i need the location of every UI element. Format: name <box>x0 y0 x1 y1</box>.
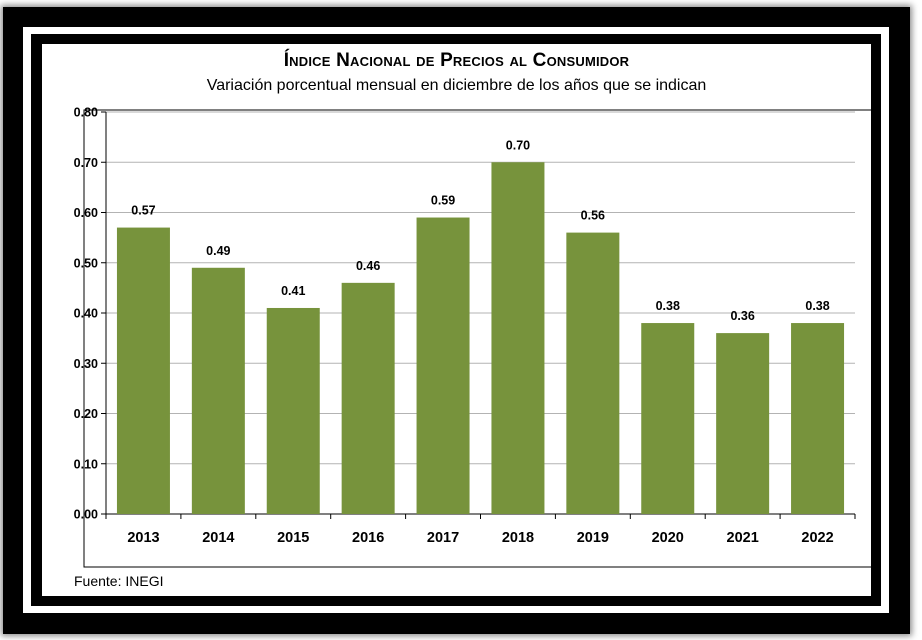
bar <box>116 227 170 514</box>
x-tick-label: 2017 <box>427 530 459 546</box>
tick-labels: 0.00 0.10 0.20 0.30 0.40 0.50 0.60 0.70 0.80 2013… <box>74 106 834 547</box>
bar <box>491 162 545 514</box>
bar <box>341 282 395 514</box>
data-label: 0.41 <box>281 284 305 298</box>
y-tick-label: 0.20 <box>74 407 98 421</box>
bar-chart: 0.57 0.49 0.41 0.46 0.59 0.70 0.56 0.38 0.36 0.38… <box>74 106 871 568</box>
x-tick-label: 2018 <box>502 530 534 546</box>
y-tick-label: 0.40 <box>74 307 98 321</box>
y-tick-label: 0.50 <box>74 256 98 270</box>
y-tick-label: 0.10 <box>74 457 98 471</box>
y-tick-label: 0.80 <box>74 106 98 120</box>
bar <box>566 232 620 514</box>
bar <box>791 323 845 514</box>
x-tick-label: 2020 <box>652 530 684 546</box>
data-label: 0.70 <box>506 138 530 152</box>
chart-subtitle: Variación porcentual mensual en diciembr… <box>206 77 707 94</box>
data-label: 0.59 <box>431 194 455 208</box>
data-label: 0.46 <box>356 259 380 273</box>
white-border-band: Índice Nacional de Precios al Consumidor… <box>23 27 889 613</box>
y-tick-label: 0.00 <box>74 508 98 522</box>
bar <box>266 307 320 514</box>
data-label: 0.38 <box>805 299 829 313</box>
source-note: Fuente: INEGI <box>74 573 164 589</box>
x-tick-label: 2021 <box>727 530 759 546</box>
outer-black-frame: Índice Nacional de Precios al Consumidor… <box>3 7 910 634</box>
x-tick-label: 2014 <box>202 530 234 546</box>
bar <box>716 333 770 514</box>
y-tick-label: 0.60 <box>74 206 98 220</box>
x-tick-label: 2022 <box>801 530 833 546</box>
y-tick-label: 0.70 <box>74 156 98 170</box>
data-label: 0.38 <box>656 299 680 313</box>
data-label: 0.49 <box>206 244 230 258</box>
data-label: 0.36 <box>730 309 754 323</box>
bar <box>416 217 470 514</box>
bar <box>641 323 695 514</box>
bar <box>191 267 245 514</box>
x-tick-label: 2015 <box>277 530 309 546</box>
data-label: 0.56 <box>581 209 605 223</box>
chart-title: Índice Nacional de Precios al Consumidor <box>283 50 630 71</box>
x-tick-label: 2019 <box>577 530 609 546</box>
data-labels: 0.57 0.49 0.41 0.46 0.59 0.70 0.56 0.38 0.36 0.38 <box>131 138 829 323</box>
y-tick-label: 0.30 <box>74 357 98 371</box>
x-tick-label: 2013 <box>127 530 159 546</box>
chart-container: Índice Nacional de Precios al Consumidor… <box>42 44 871 596</box>
bars <box>116 162 845 514</box>
x-tick-label: 2016 <box>352 530 384 546</box>
data-label: 0.57 <box>131 204 155 218</box>
inner-black-frame: Índice Nacional de Precios al Consumidor… <box>31 34 881 606</box>
